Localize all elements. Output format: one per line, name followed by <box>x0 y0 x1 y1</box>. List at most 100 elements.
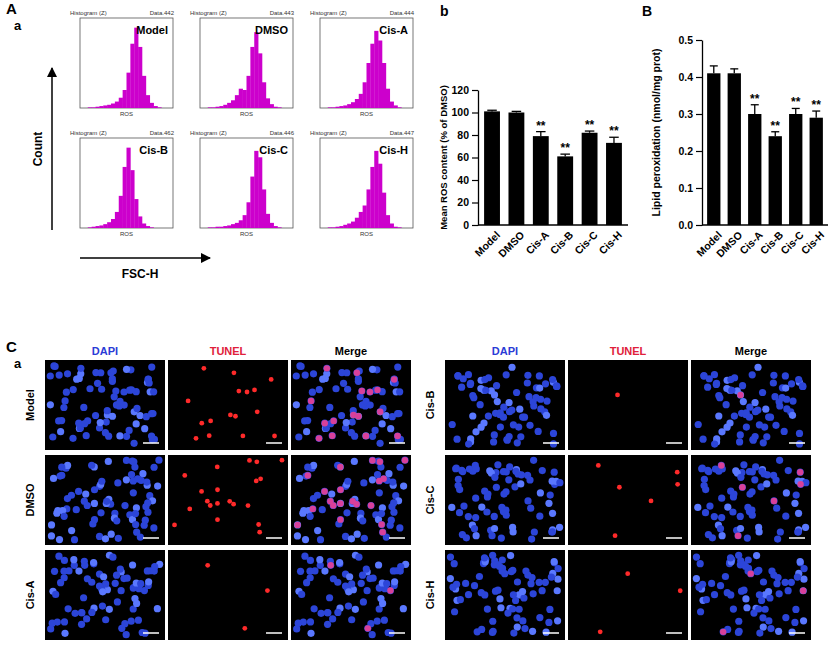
cell <box>148 363 155 370</box>
cell <box>128 386 135 393</box>
cell <box>801 565 808 572</box>
cell <box>321 568 328 575</box>
tunel-dot <box>254 459 259 464</box>
cell <box>51 568 58 575</box>
tick-label: 0.1 <box>678 182 693 194</box>
cell <box>550 440 557 447</box>
cell <box>731 374 738 381</box>
cell <box>48 521 55 528</box>
cell <box>765 588 772 595</box>
cell <box>348 535 355 542</box>
cell <box>759 389 766 396</box>
histogram-bar <box>398 227 402 228</box>
cell <box>498 534 505 541</box>
tunel-dot <box>367 389 373 395</box>
tunel-dot <box>215 517 220 522</box>
image-content <box>598 571 683 634</box>
cell <box>123 476 130 483</box>
cell <box>465 513 472 520</box>
y-axis: 0.00.10.20.30.40.5 <box>678 34 702 231</box>
image-panel <box>291 550 411 640</box>
cell <box>782 513 789 520</box>
cell <box>354 531 361 538</box>
histogram-bar <box>270 104 274 108</box>
histogram-bar <box>370 44 374 108</box>
error-bar-cap <box>512 111 522 112</box>
tunel-dot <box>350 498 356 504</box>
cell <box>302 371 309 378</box>
cell <box>799 382 806 389</box>
cell <box>553 383 560 390</box>
tunel-dot <box>228 413 233 418</box>
histogram-bar <box>243 90 247 108</box>
cell <box>509 605 516 612</box>
histogram-bar <box>216 107 220 108</box>
cell <box>794 573 801 580</box>
cell <box>375 561 382 568</box>
cell <box>379 600 386 607</box>
cell <box>788 579 795 586</box>
cell <box>307 513 314 520</box>
histogram-bar <box>165 108 169 109</box>
histogram-bar <box>227 103 231 108</box>
tick-label: 0.5 <box>678 34 693 46</box>
cell <box>355 378 362 385</box>
histogram-bar <box>111 104 115 109</box>
image-panel <box>168 455 288 545</box>
cell <box>126 427 133 434</box>
cell <box>527 505 534 512</box>
tunel-dot <box>258 476 263 481</box>
cell <box>536 579 543 586</box>
cell <box>693 575 700 582</box>
y-tick: 0.4 <box>678 71 702 83</box>
cell <box>132 521 139 528</box>
tunel-dot <box>737 392 743 398</box>
cell <box>756 591 763 598</box>
cell <box>788 380 795 387</box>
bars <box>484 110 622 225</box>
cell <box>364 587 371 594</box>
histogram-bar <box>359 94 363 108</box>
histogram-bar <box>88 227 92 228</box>
cell <box>453 464 460 471</box>
bar <box>582 133 598 225</box>
y-tick: 0.3 <box>678 108 702 120</box>
data-id: Data.442 <box>150 10 175 16</box>
cell <box>505 399 512 406</box>
cell <box>102 429 109 436</box>
bars <box>707 66 823 225</box>
cell <box>496 595 503 602</box>
axis-line <box>478 224 628 225</box>
histogram-bar <box>200 108 204 109</box>
tick-label: 100 <box>451 106 469 118</box>
histogram-bar <box>158 107 162 108</box>
histogram-bar <box>115 212 119 228</box>
histogram-bar <box>142 76 146 108</box>
image-content <box>615 393 620 398</box>
cell <box>506 433 513 440</box>
tunel-dot <box>380 476 386 482</box>
cell <box>767 625 774 632</box>
cell <box>374 386 381 393</box>
cell <box>324 621 331 628</box>
y-tick: 0 <box>463 219 478 231</box>
cell <box>545 500 552 507</box>
cell <box>379 529 386 536</box>
histogram-bar <box>239 89 243 108</box>
plot-frame <box>200 138 293 228</box>
histogram-bar <box>119 98 123 108</box>
tick-mark <box>472 135 478 136</box>
histogram-bar <box>243 215 247 228</box>
cell <box>396 464 403 471</box>
cell <box>298 363 305 370</box>
cell <box>139 470 146 477</box>
cell <box>776 590 783 597</box>
cell <box>75 568 82 575</box>
cell <box>471 582 478 589</box>
cell <box>493 484 500 491</box>
cell <box>481 488 488 495</box>
cell <box>61 618 68 625</box>
histogram-bar <box>363 206 367 229</box>
histogram-bar <box>351 222 355 228</box>
histogram-bar <box>235 223 239 228</box>
